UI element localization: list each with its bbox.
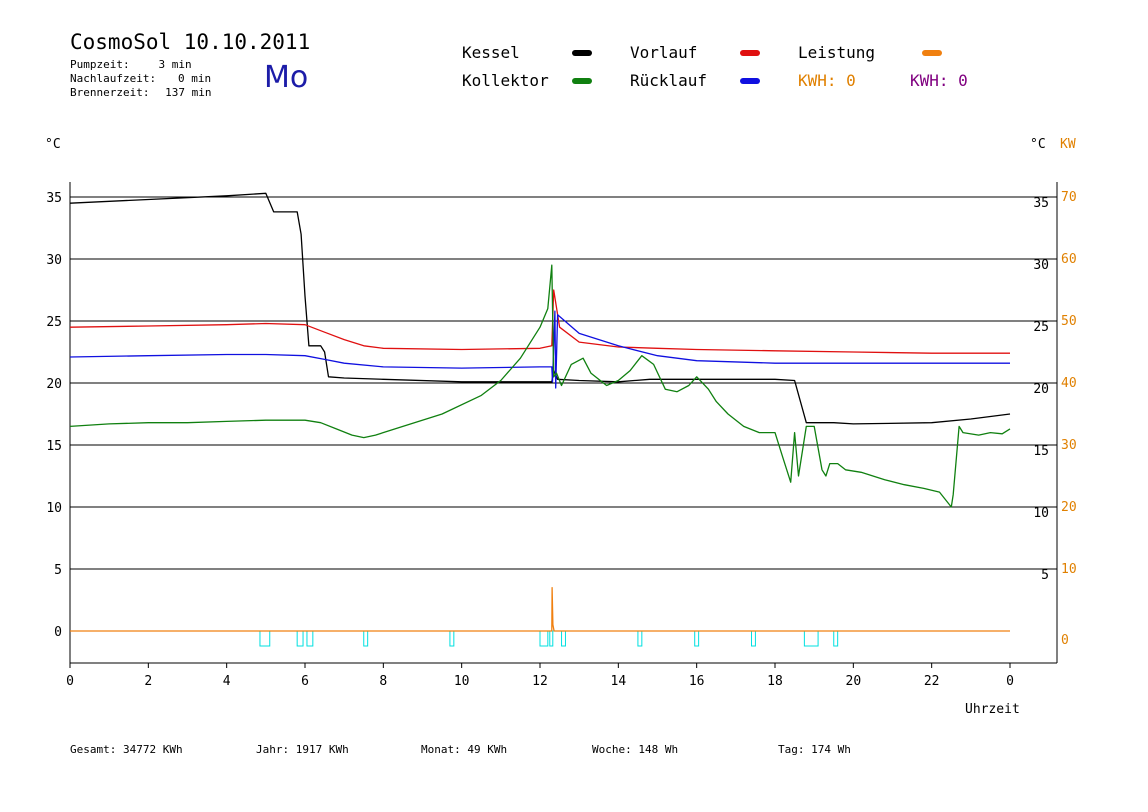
legend-vorlauf: Vorlauf (630, 43, 698, 62)
series-line-ruecklauf (69, 310, 1010, 389)
stat-value: 137 min (165, 86, 212, 99)
y-tick-label-right: 5 (1041, 568, 1049, 583)
y-tick-label-left: 0 (54, 625, 62, 640)
y-tick-label-left: 5 (54, 563, 62, 578)
legend-kwh-leistung: KWH: 0 (798, 71, 856, 90)
y-tick-label-right: 30 (1033, 258, 1049, 273)
footer-tag: Tag: 174 Wh (778, 743, 851, 756)
y-tick-label-left: 20 (46, 377, 62, 392)
kw-tick-label: 10 (1061, 562, 1077, 577)
kw-axis-unit: KW (1060, 137, 1076, 152)
kw-tick-label: 20 (1061, 500, 1077, 515)
x-tick-label: 10 (454, 674, 470, 689)
pump-on-marker (637, 630, 643, 647)
chart-title: CosmoSol 10.10.2011 (70, 30, 311, 54)
y-tick-label-left: 10 (46, 501, 62, 516)
legend-kessel: Kessel (462, 43, 520, 62)
y-tick-label-left: 25 (46, 315, 62, 330)
series-line-leistung (70, 586, 1010, 632)
y-tick-label-right: 15 (1033, 444, 1049, 459)
pump-on-marker (561, 630, 566, 647)
kw-tick-label: 30 (1061, 438, 1077, 453)
y-tick-label-right: 20 (1033, 382, 1049, 397)
x-tick-label: 22 (924, 674, 940, 689)
kw-tick-label: 70 (1061, 190, 1077, 205)
axes (69, 182, 1058, 668)
pump-on-marker (751, 630, 756, 647)
legend-leistung-swatch (922, 50, 942, 56)
pump-on-marker (549, 630, 554, 647)
x-tick-label: 16 (689, 674, 705, 689)
x-tick-label: 0 (66, 674, 74, 689)
footer-woche: Woche: 148 Wh (592, 743, 679, 756)
series-lines (69, 192, 1011, 632)
footer-gesamt: Gesamt: 34772 KWh (70, 743, 183, 756)
y-tick-label-left: 15 (46, 439, 62, 454)
stat-brennerzeit: Brennerzeit: 137 min (70, 86, 211, 100)
left-axis-unit: °C (45, 137, 61, 152)
pump-markers (259, 630, 839, 647)
y-tick-label-left: 30 (46, 253, 62, 268)
kw-tick-label: 0 (1061, 633, 1069, 648)
series-line-vorlauf (69, 289, 1010, 354)
x-tick-label: 6 (301, 674, 309, 689)
stat-label: Nachlaufzeit: (70, 72, 157, 85)
pump-on-marker (363, 630, 369, 647)
series-line-kollektor (69, 264, 1011, 508)
y-tick-label-right: 10 (1033, 506, 1049, 521)
grid-lines (70, 196, 1057, 570)
pump-on-marker (306, 630, 314, 647)
y-tick-label-right: 25 (1033, 320, 1049, 335)
x-tick-label: 12 (532, 674, 548, 689)
stat-value: 0 min (177, 72, 212, 85)
stat-pumpzeit: Pumpzeit: 3 min (70, 58, 192, 72)
y-tick-label-right: 35 (1033, 196, 1049, 211)
legend-vorlauf-swatch (740, 50, 760, 56)
pump-on-marker (296, 630, 304, 647)
footer-jahr: Jahr: 1917 KWh (256, 743, 349, 756)
x-tick-label: 4 (223, 674, 231, 689)
x-axis-label: Uhrzeit (965, 702, 1020, 717)
legend-kollektor-swatch (572, 78, 592, 84)
legend-kessel-swatch (572, 50, 592, 56)
pump-on-marker (449, 630, 455, 647)
right-axis-unit: °C (1030, 137, 1046, 152)
pump-on-marker (833, 630, 839, 647)
series-line-kessel (69, 192, 1011, 425)
x-tick-label: 18 (767, 674, 783, 689)
weekday-label: Mo (264, 60, 309, 95)
kw-tick-label: 50 (1061, 314, 1077, 329)
pump-on-marker (803, 630, 819, 647)
pump-on-marker (539, 630, 549, 647)
x-tick-label: 2 (144, 674, 152, 689)
legend-ruecklauf: Rücklauf (630, 71, 708, 90)
pump-on-marker (259, 630, 271, 647)
legend-ruecklauf-swatch (740, 78, 760, 84)
pump-on-marker (694, 630, 700, 647)
stat-value: 3 min (158, 58, 192, 71)
stat-label: Brennerzeit: (70, 86, 150, 99)
y-tick-label-left: 35 (46, 191, 62, 206)
x-tick-label: 0 (1006, 674, 1014, 689)
x-tick-label: 20 (846, 674, 862, 689)
kw-tick-label: 60 (1061, 252, 1077, 267)
x-tick-label: 14 (611, 674, 627, 689)
stat-label: Pumpzeit: (70, 58, 130, 71)
footer-monat: Monat: 49 KWh (421, 743, 508, 756)
legend-leistung: Leistung (798, 43, 876, 62)
x-tick-label: 8 (379, 674, 387, 689)
legend-kwh-2: KWH: 0 (910, 71, 968, 90)
stat-nachlaufzeit: Nachlaufzeit: 0 min (70, 72, 211, 86)
kw-tick-label: 40 (1061, 376, 1077, 391)
legend-kollektor: Kollektor (462, 71, 549, 90)
